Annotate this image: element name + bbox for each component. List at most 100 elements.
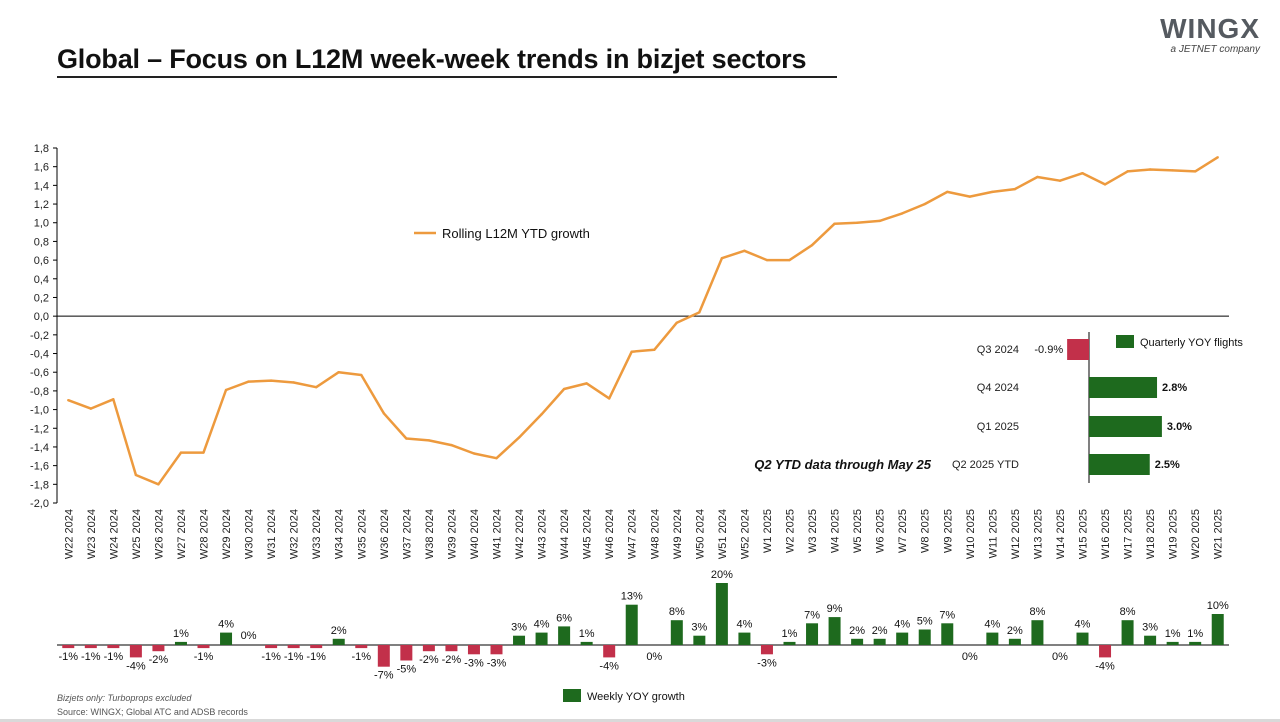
- quarterly-annotation: Q2 YTD data through May 25: [754, 457, 932, 472]
- rolling-growth-line: [67, 156, 1219, 486]
- logo-wordmark: WINGX: [1160, 13, 1260, 44]
- rolling-growth-line-chart: 1,8 1,6 1,4 1,2 1,0 0,8 0,6 0,4 0,2 0,0 -0,2 -0,4 -0…: [30, 143, 1229, 559]
- quarter-label: Q2 2025 YTD: [952, 459, 1019, 471]
- weekly-value-label: 8%: [669, 606, 685, 618]
- weekly-value-label: 4%: [736, 619, 752, 631]
- x-tick-label: W47 2024: [627, 509, 639, 559]
- weekly-bar: [760, 645, 773, 655]
- quarterly-legend-swatch: [1116, 335, 1134, 348]
- x-tick-label: W1 2025: [762, 509, 774, 553]
- x-tick-label: W8 2025: [920, 509, 932, 553]
- weekly-bar: [129, 645, 142, 658]
- weekly-value-label: 1%: [782, 628, 798, 640]
- line-point: [517, 436, 521, 439]
- weekly-bar: [1166, 641, 1179, 645]
- weekly-value-label: 6%: [556, 612, 572, 624]
- y-tick-label: -0,2: [30, 330, 49, 342]
- weekly-value-label: -7%: [374, 670, 394, 682]
- weekly-value-label: -1%: [351, 651, 371, 663]
- y-tick-label: 1,6: [34, 162, 49, 174]
- line-point: [698, 311, 701, 314]
- x-tick-label: W22 2024: [63, 509, 75, 559]
- x-tick-label: W2 2025: [785, 509, 797, 553]
- weekly-value-label: -4%: [1095, 660, 1115, 672]
- weekly-bar: [918, 629, 931, 645]
- weekly-bar: [1031, 620, 1044, 645]
- weekly-value-label: 0%: [241, 630, 257, 642]
- page-title: Global – Focus on L12M week-week trends …: [57, 44, 807, 74]
- line-point: [1013, 187, 1017, 191]
- x-tick-label: W11 2025: [987, 509, 999, 558]
- weekly-bar: [625, 604, 638, 645]
- x-tick-label: W35 2024: [356, 509, 368, 559]
- line-point: [314, 385, 318, 389]
- weekly-bar: [84, 645, 97, 649]
- weekly-bar: [715, 583, 728, 645]
- weekly-value-label: 1%: [1165, 628, 1181, 640]
- x-tick-label: W17 2025: [1123, 509, 1135, 559]
- weekly-value-label: 8%: [1029, 606, 1045, 618]
- y-tick-label: 0,8: [34, 236, 49, 248]
- weekly-bar: [174, 641, 187, 645]
- line-point: [224, 388, 228, 392]
- line-point: [743, 249, 746, 252]
- weekly-value-label: 3%: [691, 622, 707, 634]
- line-point: [675, 321, 679, 324]
- weekly-bar: [828, 617, 841, 645]
- weekly-bar: [265, 645, 278, 649]
- wingx-logo: WINGX a JETNET company: [1150, 14, 1260, 56]
- weekly-value-label: 4%: [534, 619, 550, 631]
- x-tick-label: W21 2025: [1213, 509, 1225, 559]
- weekly-bar: [422, 645, 435, 652]
- x-tick-label: W10 2025: [965, 509, 977, 559]
- x-tick-label: W7 2025: [897, 509, 909, 553]
- line-point: [405, 437, 408, 440]
- line-point: [765, 258, 769, 262]
- line-point: [810, 243, 814, 247]
- y-tick-label: -1,8: [30, 479, 49, 491]
- weekly-value-label: 3%: [1142, 622, 1158, 634]
- weekly-value-label: 7%: [804, 609, 820, 621]
- x-tick-label: W6 2025: [875, 509, 887, 553]
- weekly-bar: [445, 645, 458, 652]
- weekly-bar: [377, 645, 390, 667]
- line-point: [833, 222, 836, 225]
- weekly-bar: [513, 635, 526, 645]
- line-point: [134, 473, 138, 477]
- weekly-value-label: 0%: [646, 651, 662, 663]
- weekly-value-label: 10%: [1207, 600, 1229, 612]
- line-point: [720, 257, 724, 260]
- line-point: [630, 350, 633, 353]
- weekly-bar: [400, 645, 413, 661]
- x-tick-label: W43 2024: [537, 509, 549, 559]
- line-point: [653, 348, 656, 351]
- weekly-bar: [1099, 645, 1112, 658]
- line-point: [1148, 168, 1152, 171]
- x-tick-label: W41 2024: [492, 509, 504, 559]
- weekly-value-label: -2%: [442, 654, 462, 666]
- weekly-value-label: 5%: [917, 616, 933, 628]
- line-legend-label: Rolling L12M YTD growth: [442, 226, 590, 241]
- weekly-value-label: -1%: [194, 651, 214, 663]
- x-tick-label: W24 2024: [108, 509, 120, 559]
- weekly-bar: [783, 641, 796, 645]
- x-tick-label: W31 2024: [266, 509, 278, 559]
- weekly-value-label: -2%: [149, 654, 169, 666]
- weekly-bar: [1121, 620, 1134, 645]
- weekly-value-label: 4%: [984, 619, 1000, 631]
- line-point: [112, 398, 115, 401]
- x-tick-label: W51 2024: [717, 509, 729, 559]
- y-tick-label: 0,4: [34, 274, 49, 286]
- line-point: [472, 452, 476, 455]
- weekly-bar: [670, 620, 683, 645]
- weekly-value-label: 0%: [1052, 651, 1068, 663]
- weekly-value-label: 13%: [621, 591, 643, 603]
- source-note: Source: WINGX; Global ATC and ADSB recor…: [57, 707, 248, 717]
- weekly-bar: [1211, 614, 1224, 645]
- x-tick-label: W38 2024: [424, 509, 436, 559]
- x-tick-label: W32 2024: [289, 509, 301, 559]
- x-tick-label: W12 2025: [1010, 509, 1022, 559]
- title-underline: [57, 76, 837, 78]
